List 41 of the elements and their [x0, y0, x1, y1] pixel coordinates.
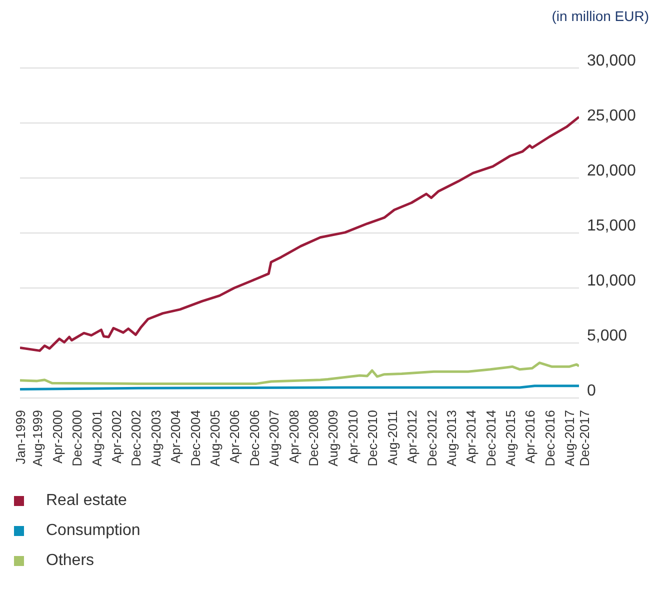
- x-tick-label: Apr-2006: [227, 410, 242, 464]
- x-tick-label: Dec-2010: [365, 410, 380, 466]
- x-tick-label: Apr-2008: [286, 410, 302, 464]
- x-tick-label: Aug-2003: [148, 410, 164, 466]
- x-tick-label: Dec-2002: [128, 410, 144, 466]
- x-tick-label: Aug-2005: [208, 410, 223, 466]
- x-tick-label: Dec-2012: [424, 410, 440, 466]
- x-tick-label: Aug-1999: [30, 410, 46, 466]
- x-tick-label: Aug-2007: [266, 410, 282, 466]
- x-tick-label: Dec-2016: [542, 410, 558, 466]
- x-tick-label: Apr-2000: [50, 410, 65, 464]
- y-tick-label: 5,000: [587, 328, 628, 345]
- legend-label: Consumption: [46, 522, 140, 540]
- x-tick-label: Apr-2012: [404, 410, 420, 464]
- x-tick-label: Apr-2002: [108, 410, 124, 464]
- x-tick-label: Aug-2001: [89, 410, 104, 466]
- x-tick-label: Jan-1999: [13, 410, 28, 464]
- legend-label: Real estate: [46, 492, 127, 510]
- x-tick-label: Apr-2014: [464, 410, 479, 464]
- x-tick-label: Aug-2009: [326, 410, 341, 466]
- y-axis-title: (in million EUR): [550, 8, 650, 26]
- x-tick-label: Aug-2015: [502, 410, 518, 466]
- y-tick-label: 25,000: [587, 108, 636, 125]
- x-tick-label: Dec-2006: [246, 410, 262, 466]
- y-tick-label: 30,000: [587, 52, 636, 70]
- x-tick-label: Apr-2010: [345, 410, 360, 464]
- y-tick-label: 0: [587, 382, 596, 400]
- x-tick-label: Aug-2017: [562, 410, 578, 466]
- x-tick-label: Dec-2000: [70, 410, 85, 466]
- x-tick-label: Dec-2017: [577, 410, 592, 466]
- x-tick-label: Aug-2011: [384, 410, 400, 466]
- x-tick-label: Dec-2014: [483, 410, 498, 466]
- x-tick-label: Dec-2008: [306, 410, 322, 466]
- y-tick-label: 10,000: [587, 272, 636, 290]
- x-tick-label: Aug-2013: [444, 410, 459, 466]
- x-tick-label: Apr-2016: [522, 410, 538, 464]
- x-tick-label: Dec-2004: [188, 410, 203, 466]
- y-tick-label: 15,000: [587, 218, 636, 235]
- x-tick-label: Apr-2004: [168, 410, 184, 464]
- legend-label: Others: [46, 552, 94, 570]
- y-tick-label: 20,000: [587, 162, 636, 180]
